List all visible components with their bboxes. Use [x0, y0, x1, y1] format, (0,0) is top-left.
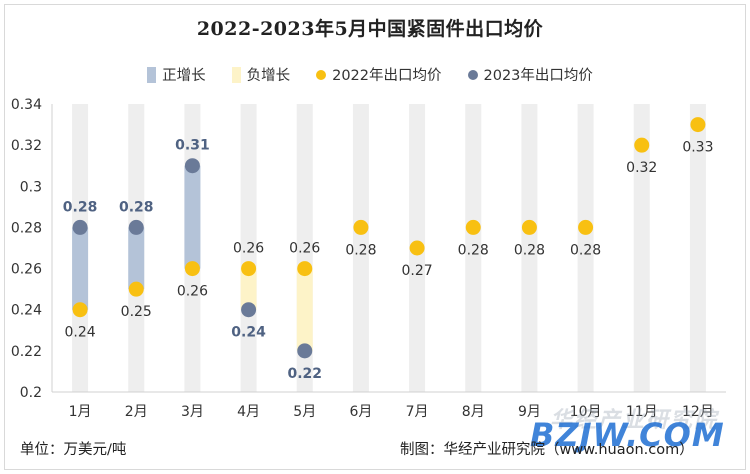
data-label-2023: 0.31	[175, 138, 210, 154]
legend-dot-2022	[316, 69, 327, 80]
source-label: 制图：华经产业研究院（www.huaon.com）	[400, 442, 694, 458]
point-2022	[465, 219, 481, 235]
column-bg-10	[577, 104, 594, 392]
point-2022	[521, 219, 537, 235]
column-bg-6	[352, 104, 369, 392]
data-label-2023: 0.28	[119, 199, 154, 215]
x-tick-label: 9月	[518, 404, 541, 420]
point-2022	[690, 117, 706, 133]
y-tick-label: 0.22	[11, 344, 42, 360]
y-tick-label: 0.2	[20, 385, 42, 401]
data-label-2022: 0.28	[345, 242, 376, 258]
data-label-2022: 0.28	[458, 242, 489, 258]
legend-label-2022: 2022年出口均价	[332, 68, 442, 84]
chart-legend: 正增长 负增长 2022年出口均价 2023年出口均价	[0, 64, 740, 85]
point-2022	[634, 137, 650, 153]
x-tick-label: 10月	[570, 404, 602, 420]
legend-dot-2023	[467, 69, 478, 80]
point-2022	[353, 219, 369, 235]
legend-label-negative: 负增长	[246, 68, 291, 84]
point-2022	[409, 240, 425, 256]
x-tick-label: 6月	[349, 404, 372, 420]
unit-label: 单位：万美元/吨	[20, 442, 127, 458]
x-tick-label: 1月	[69, 404, 92, 420]
x-tick-label: 11月	[626, 404, 658, 420]
point-2022	[241, 261, 257, 277]
y-tick-label: 0.24	[11, 303, 42, 319]
data-label-2022: 0.24	[64, 325, 95, 341]
legend-label-positive: 正增长	[162, 68, 206, 84]
column-bg-11	[633, 104, 650, 392]
data-label-2022: 0.32	[626, 160, 657, 176]
point-2023	[297, 343, 313, 359]
data-label-2022: 0.26	[177, 284, 208, 300]
data-label-2022: 0.25	[121, 304, 152, 320]
data-label-2023: 0.22	[287, 366, 322, 382]
column-bg-9	[521, 104, 538, 392]
column-bg-8	[465, 104, 482, 392]
point-2022	[297, 261, 313, 277]
data-label-2023: 0.28	[63, 199, 98, 215]
column-bg-12	[689, 104, 706, 392]
data-label-2022: 0.33	[682, 140, 713, 156]
watermark-logo: BZJW.COM	[530, 416, 725, 454]
y-tick-label: 0.28	[11, 220, 42, 236]
data-label-2022: 0.26	[289, 241, 320, 257]
chart-title: 2022-2023年5月中国紧固件出口均价	[196, 18, 544, 40]
x-tick-label: 5月	[293, 404, 316, 420]
legend-item-negative: 负增长	[231, 64, 291, 85]
watermark-cn: 华经产业研究院	[550, 408, 719, 433]
data-label-2022: 0.28	[514, 242, 545, 258]
y-tick-label: 0.32	[11, 138, 42, 154]
legend-item-positive: 正增长	[147, 64, 206, 85]
positive-growth-bar	[184, 165, 201, 269]
legend-swatch-negative	[231, 66, 241, 83]
data-label-2023: 0.24	[231, 325, 266, 341]
point-2023	[184, 158, 200, 174]
data-label-2022: 0.27	[401, 263, 432, 279]
x-tick-label: 3月	[181, 404, 204, 420]
x-tick-label: 8月	[462, 404, 485, 420]
negative-growth-bar	[296, 268, 313, 351]
legend-label-2023: 2023年出口均价	[483, 68, 593, 84]
y-tick-label: 0.34	[11, 97, 42, 113]
positive-growth-bar	[128, 227, 145, 290]
point-2022	[578, 219, 594, 235]
column-bg-4	[240, 104, 257, 392]
point-2023	[72, 219, 88, 235]
x-tick-label: 12月	[682, 404, 714, 420]
point-2023	[241, 302, 257, 318]
negative-growth-bar	[240, 268, 257, 310]
y-tick-label: 0.3	[20, 179, 42, 195]
data-label-2022: 0.28	[570, 242, 601, 258]
positive-growth-bar	[72, 227, 89, 310]
data-label-2022: 0.26	[233, 241, 264, 257]
x-tick-label: 7月	[406, 404, 429, 420]
point-2022	[184, 261, 200, 277]
point-2022	[72, 302, 88, 318]
point-2022	[128, 281, 144, 297]
point-2023	[128, 219, 144, 235]
legend-swatch-positive	[147, 66, 157, 83]
legend-item-2023: 2023年出口均价	[467, 64, 593, 85]
x-tick-label: 2月	[125, 404, 148, 420]
x-tick-label: 4月	[237, 404, 260, 420]
y-tick-label: 0.26	[11, 262, 42, 278]
legend-item-2022: 2022年出口均价	[316, 64, 442, 85]
